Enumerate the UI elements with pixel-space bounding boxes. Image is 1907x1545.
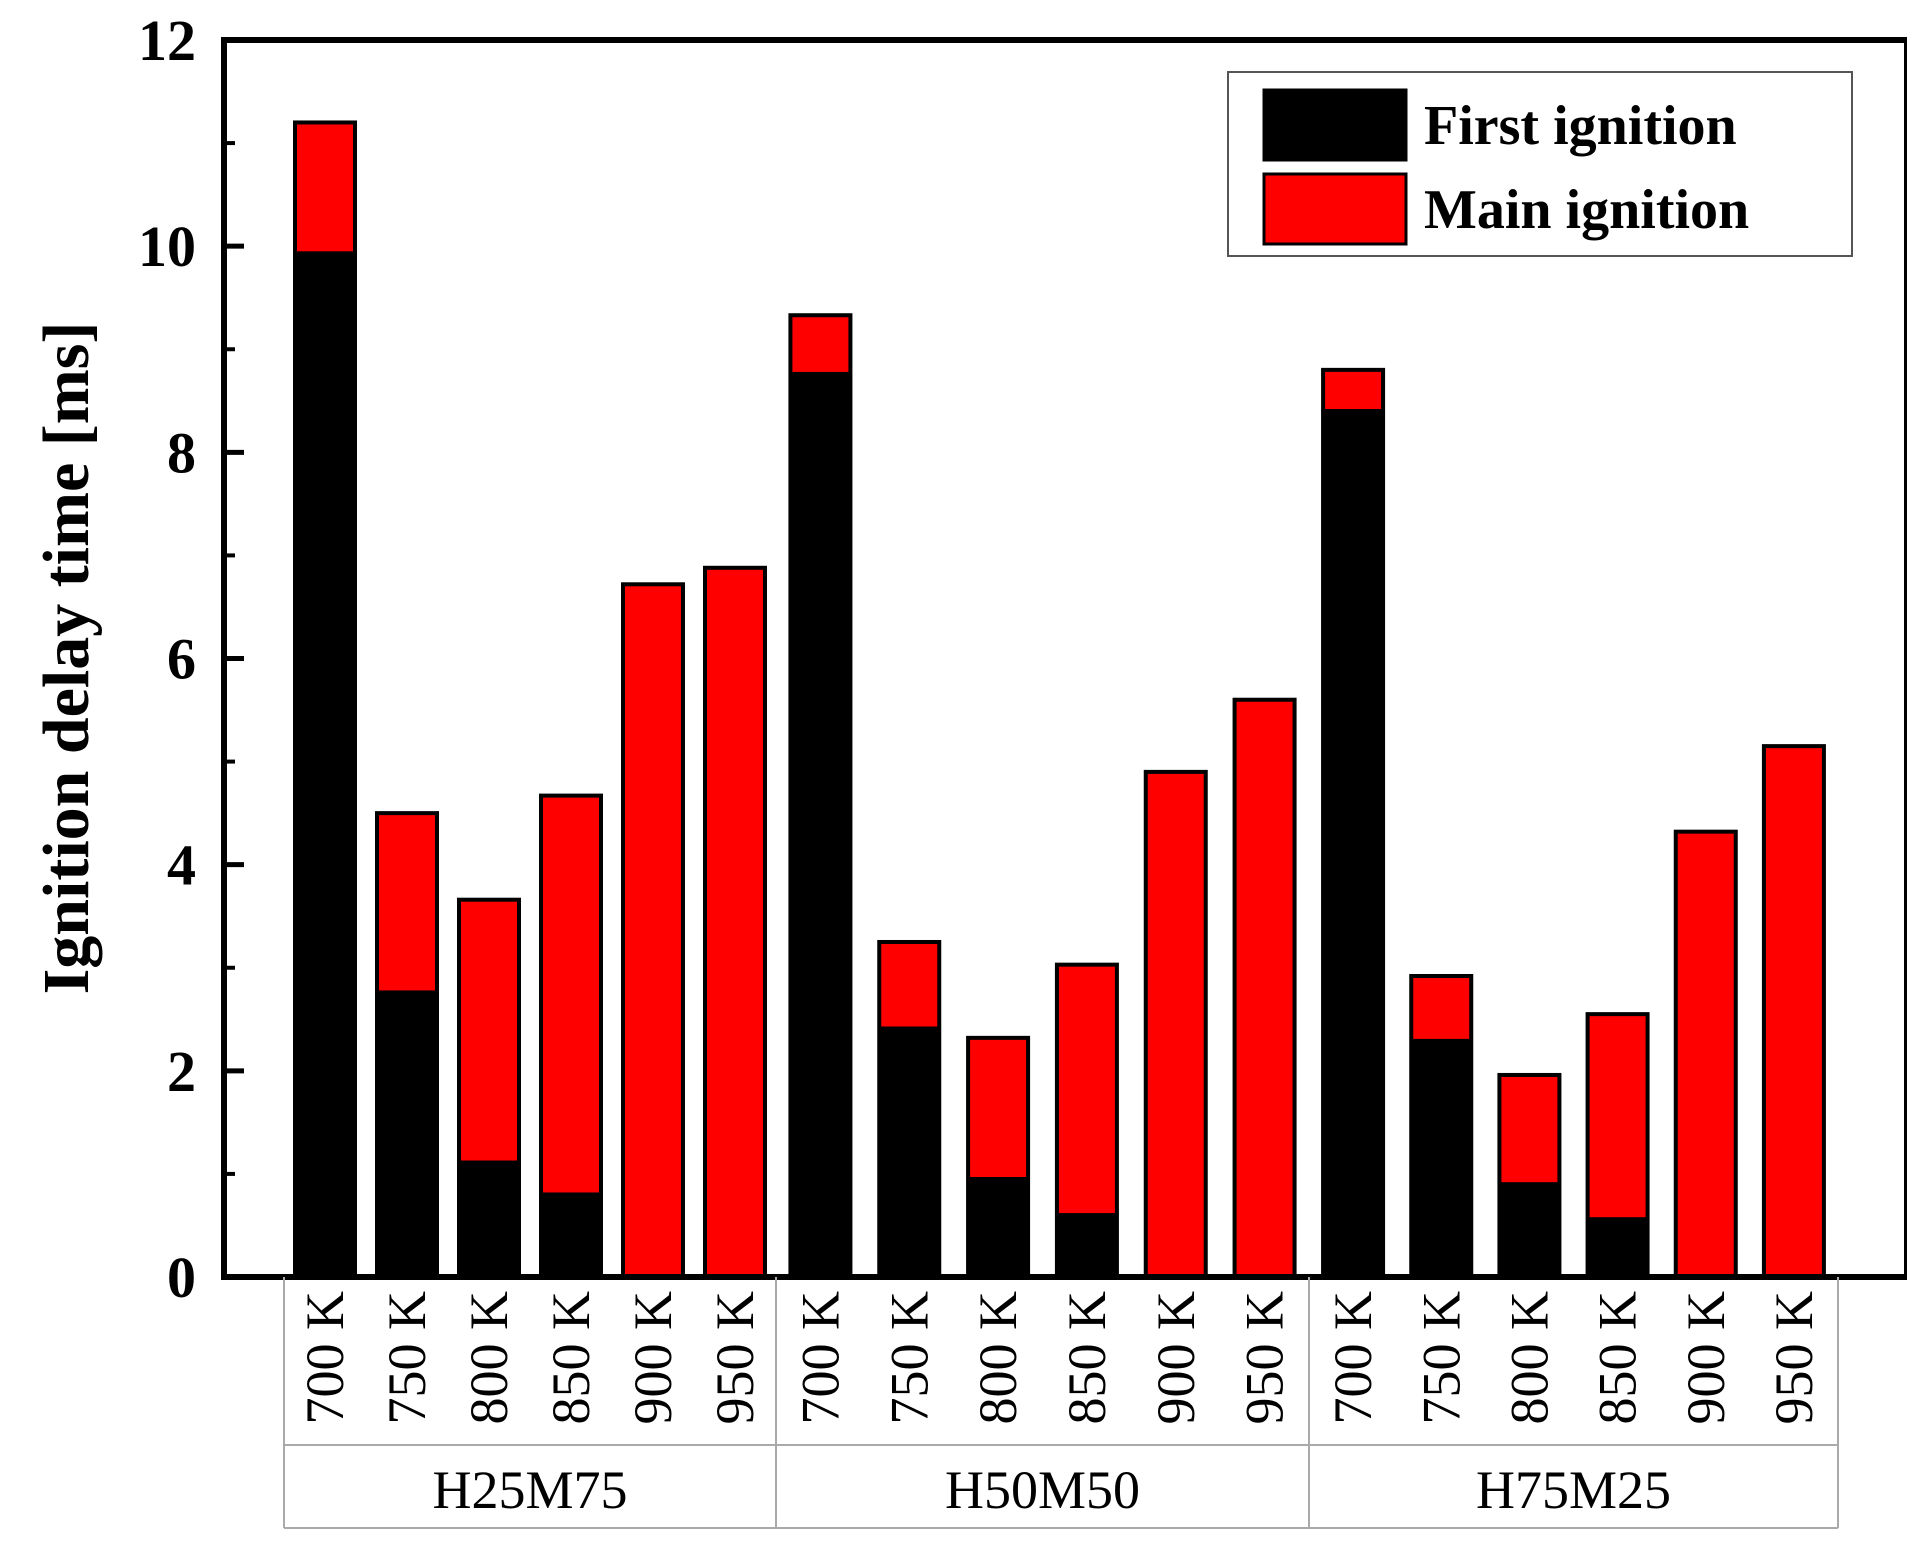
bar-main-ignition [1673,829,1738,1279]
x-category-label: 950 K [1235,1291,1295,1425]
y-tick-label: 12 [138,8,196,73]
x-category-label: 800 K [968,1291,1028,1425]
y-axis-label: Ignition delay time [ms] [30,322,103,995]
bar-first-ignition [968,1177,1029,1277]
bar-first-ignition [1587,1217,1648,1277]
x-category-label: 850 K [541,1291,601,1425]
y-tick-label: 6 [167,627,196,692]
legend-label: Main ignition [1424,179,1749,241]
bar-first-ignition [459,1160,519,1277]
x-category-label: 900 K [623,1291,683,1425]
bar-main-ignition [703,565,767,1279]
legend-label: First ignition [1424,95,1737,157]
x-category-label: 800 K [1499,1291,1559,1425]
x-group-label: H25M75 [432,1460,627,1520]
y-tick-label: 4 [167,833,196,898]
x-category-label: 900 K [1146,1291,1206,1425]
y-tick-label: 0 [167,1245,196,1310]
bar-first-ignition [1411,1038,1472,1277]
bar-first-ignition [879,1026,940,1277]
y-tick-label: 10 [138,214,196,279]
legend-swatch [1262,172,1408,246]
y-tick-label: 8 [167,420,196,485]
x-category-label: 750 K [879,1291,939,1425]
x-category-label: 850 K [1057,1291,1117,1425]
x-category-label: 700 K [295,1291,355,1425]
x-category-label: 750 K [377,1291,437,1425]
bar-first-ignition [541,1192,601,1277]
legend-swatch [1262,88,1408,162]
bar-main-ignition [1232,697,1297,1279]
bars-layer [293,120,1826,1280]
bar-first-ignition [1056,1213,1117,1277]
bar-main-ignition [1143,769,1208,1279]
x-category-label: 950 K [705,1291,765,1425]
x-category-label: 850 K [1588,1291,1648,1425]
bar-first-ignition [1323,409,1384,1277]
bar-first-ignition [1499,1182,1560,1277]
x-category-label: 900 K [1676,1291,1736,1425]
bar-main-ignition [1761,744,1826,1279]
bar-main-ignition [621,582,685,1279]
x-axis: 700 K 750 K 800 K 850 K 900 K 950 K H25M75 700 … [283,1277,1839,1529]
x-category-label: 800 K [459,1291,519,1425]
y-axis: 0 2 4 6 8 10 12 [138,8,244,1310]
x-category-label: 950 K [1764,1291,1824,1425]
x-category-label: 750 K [1411,1291,1471,1425]
bar-first-ignition [790,371,851,1277]
x-group-label: H75M25 [1476,1460,1671,1520]
x-group-label: H50M50 [945,1460,1140,1520]
x-category-label: 700 K [1323,1291,1383,1425]
bar-first-ignition [377,990,437,1277]
y-tick-label: 2 [167,1039,196,1104]
bar-first-ignition [295,251,355,1278]
x-category-label: 700 K [790,1291,850,1425]
legend: First ignition Main ignition [1227,71,1853,257]
